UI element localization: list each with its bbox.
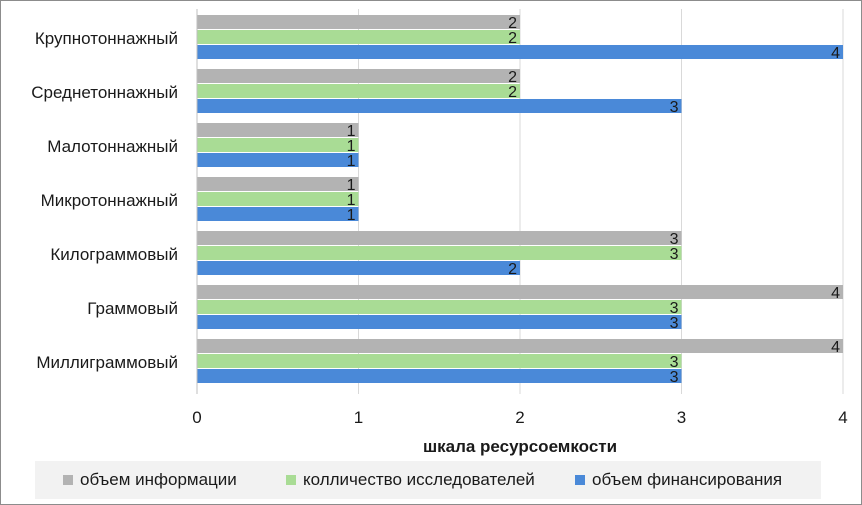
data-label-1-series-2: 2 [508,30,517,47]
category-label-1: Крупнотоннажный [35,29,178,48]
x-tick-label-3: 3 [677,408,686,427]
data-label-6-series-2: 3 [670,300,679,317]
data-label-7-series-2: 3 [670,354,679,371]
data-label-2-series-1: 2 [508,69,517,86]
legend-item-funding: объем финансирования [575,461,782,499]
legend-label-funding: объем финансирования [592,470,783,489]
data-label-6-series-1: 4 [831,285,840,302]
bar-3-series-3 [197,153,359,167]
legend-label-information: объем информации [80,470,237,489]
legend-swatch-information [63,475,73,485]
data-label-2-series-2: 2 [508,84,517,101]
bar-4-series-3 [197,207,359,221]
bar-2-series-1 [197,69,520,83]
category-label-3: Малотоннажный [47,137,178,156]
x-tick-label-0: 0 [192,408,201,427]
bar-3-series-2 [197,138,359,152]
category-label-2: Среднетоннажный [31,83,178,102]
x-tick-label-2: 2 [515,408,524,427]
bar-4-series-1 [197,177,359,191]
legend-swatch-funding [575,475,585,485]
bar-chart: 224Крупнотоннажный223Среднетоннажный111М… [31,9,848,456]
bar-5-series-2 [197,246,682,260]
bar-6-series-2 [197,300,682,314]
data-label-3-series-1: 1 [347,123,356,140]
legend-label-researchers: колличество исследователей [303,470,535,489]
data-label-3-series-3: 1 [347,153,356,170]
legend-swatch-researchers [286,475,296,485]
data-label-4-series-1: 1 [347,177,356,194]
x-axis-title: шкала ресурсоемкости [423,437,617,456]
data-label-5-series-1: 3 [670,231,679,248]
data-label-3-series-2: 1 [347,138,356,155]
data-label-4-series-2: 1 [347,192,356,209]
x-tick-label-1: 1 [354,408,363,427]
bar-4-series-2 [197,192,359,206]
bar-2-series-3 [197,99,682,113]
bar-6-series-1 [197,285,843,299]
bar-1-series-2 [197,30,520,44]
category-label-4: Микротоннажный [41,191,178,210]
x-tick-label-4: 4 [838,408,847,427]
category-label-5: Килограммовый [50,245,178,264]
category-label-6: Граммовый [87,299,178,318]
data-label-1-series-3: 4 [831,45,840,62]
chart-legend: объем информации колличество исследовате… [35,461,821,499]
legend-item-information: объем информации [63,461,237,499]
bar-7-series-2 [197,354,682,368]
bar-1-series-1 [197,15,520,29]
data-label-2-series-3: 3 [670,99,679,116]
bar-7-series-3 [197,369,682,383]
bar-7-series-1 [197,339,843,353]
bar-5-series-1 [197,231,682,245]
bar-5-series-3 [197,261,520,275]
data-label-5-series-2: 3 [670,246,679,263]
category-label-7: Миллиграммовый [36,353,178,372]
data-label-6-series-3: 3 [670,315,679,332]
data-label-7-series-3: 3 [670,369,679,386]
data-label-5-series-3: 2 [508,261,517,278]
data-label-7-series-1: 4 [831,339,840,356]
bar-1-series-3 [197,45,843,59]
bar-2-series-2 [197,84,520,98]
bar-3-series-1 [197,123,359,137]
data-label-4-series-3: 1 [347,207,356,224]
bar-6-series-3 [197,315,682,329]
legend-item-researchers: колличество исследователей [286,461,535,499]
data-label-1-series-1: 2 [508,15,517,32]
